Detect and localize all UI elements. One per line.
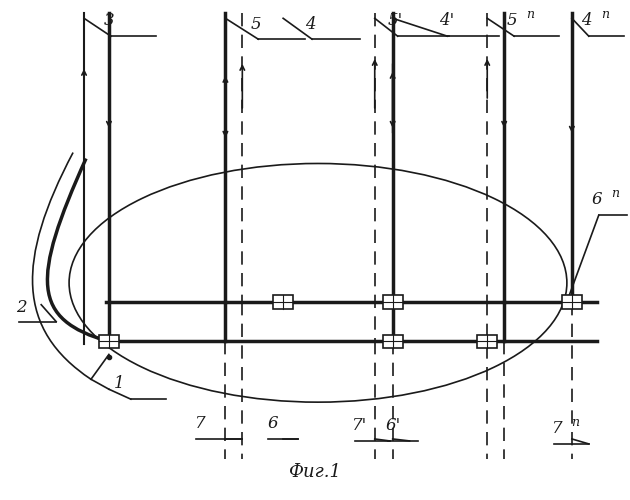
Text: 5': 5' bbox=[388, 12, 403, 29]
Text: п: п bbox=[526, 8, 534, 22]
Bar bbox=[562, 294, 582, 308]
Text: п: п bbox=[571, 416, 579, 429]
Text: 6: 6 bbox=[592, 191, 602, 208]
Text: п: п bbox=[601, 8, 609, 22]
Text: 7: 7 bbox=[552, 420, 562, 437]
Text: 4': 4' bbox=[438, 12, 454, 29]
Text: 1: 1 bbox=[113, 375, 124, 392]
Text: 4: 4 bbox=[581, 12, 592, 29]
Text: 4: 4 bbox=[305, 16, 316, 33]
Bar bbox=[382, 334, 403, 348]
Bar bbox=[273, 294, 293, 308]
Text: 2: 2 bbox=[16, 298, 26, 316]
Text: 7: 7 bbox=[195, 415, 206, 432]
Text: Фиг.1: Фиг.1 bbox=[289, 462, 341, 480]
Bar bbox=[99, 334, 119, 348]
Text: 6: 6 bbox=[268, 415, 278, 432]
Text: п: п bbox=[610, 188, 619, 200]
Text: 3: 3 bbox=[103, 12, 114, 29]
Text: 5: 5 bbox=[507, 12, 517, 29]
Bar bbox=[382, 294, 403, 308]
Text: 5: 5 bbox=[251, 16, 261, 33]
Bar bbox=[478, 334, 497, 348]
Text: 6': 6' bbox=[385, 417, 400, 434]
Text: 7': 7' bbox=[352, 417, 367, 434]
